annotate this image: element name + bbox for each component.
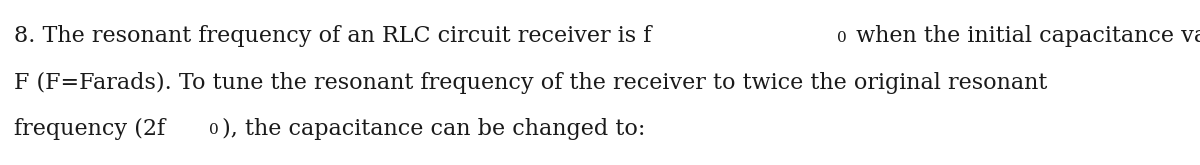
Text: 0: 0 (836, 31, 846, 45)
Text: frequency (2f: frequency (2f (14, 118, 166, 140)
Text: 0: 0 (209, 123, 220, 137)
Text: when the initial capacitance value is C=2: when the initial capacitance value is C=… (850, 25, 1200, 47)
Text: 8. The resonant frequency of an RLC circuit receiver is f: 8. The resonant frequency of an RLC circ… (14, 25, 652, 47)
Text: F (F=Farads). To tune the resonant frequency of the receiver to twice the origin: F (F=Farads). To tune the resonant frequ… (14, 71, 1048, 94)
Text: ), the capacitance can be changed to:: ), the capacitance can be changed to: (222, 118, 646, 140)
